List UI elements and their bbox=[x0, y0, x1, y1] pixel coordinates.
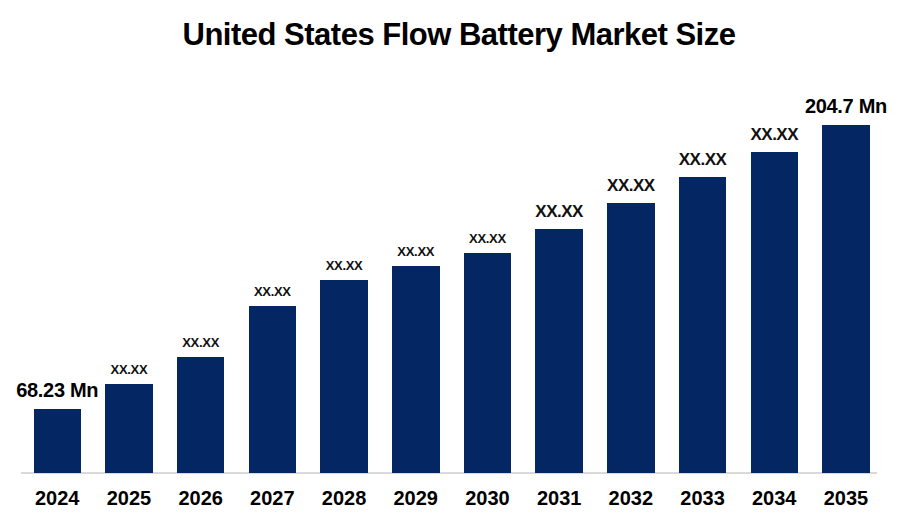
bar-value-label-2028: XX.XX bbox=[326, 259, 363, 272]
x-tick-label-2029: 2029 bbox=[394, 487, 439, 510]
x-tick-label-2032: 2032 bbox=[609, 487, 654, 510]
bar-value-label-2029: XX.XX bbox=[397, 245, 434, 258]
bar-value-label-2030: XX.XX bbox=[469, 232, 506, 245]
bar-2025 bbox=[105, 384, 153, 473]
bar-value-label-2032: XX.XX bbox=[607, 177, 655, 194]
bar-value-label-2035: 204.7 Mn bbox=[805, 96, 887, 116]
x-tick-label-2027: 2027 bbox=[250, 487, 295, 510]
x-tick-label-2035: 2035 bbox=[824, 487, 869, 510]
x-tick-label-2031: 2031 bbox=[537, 487, 582, 510]
bar-2028 bbox=[320, 280, 368, 473]
bar-value-label-2026: XX.XX bbox=[182, 336, 219, 349]
bar-2033 bbox=[679, 177, 727, 473]
bar-2024 bbox=[34, 409, 82, 473]
bar-2035 bbox=[822, 125, 870, 473]
flow-battery-market-chart: United States Flow Battery Market Size 6… bbox=[0, 0, 900, 525]
bar-value-label-2031: XX.XX bbox=[535, 203, 583, 220]
x-tick-label-2024: 2024 bbox=[35, 487, 80, 510]
x-tick-label-2033: 2033 bbox=[680, 487, 725, 510]
x-tick-label-2025: 2025 bbox=[107, 487, 152, 510]
bar-2026 bbox=[177, 357, 225, 473]
bar-value-label-2034: XX.XX bbox=[750, 126, 798, 143]
bar-2029 bbox=[392, 266, 440, 473]
bar-value-label-2033: XX.XX bbox=[679, 151, 727, 168]
plot-area: 68.23 Mn 2024 XX.XX 2025 XX.XX 2026 XX.XX 2027 X… bbox=[0, 0, 900, 525]
bar-2031 bbox=[535, 229, 583, 473]
bar-2030 bbox=[464, 253, 512, 473]
x-tick-label-2030: 2030 bbox=[465, 487, 510, 510]
x-tick-label-2028: 2028 bbox=[322, 487, 367, 510]
x-tick-label-2034: 2034 bbox=[752, 487, 797, 510]
bar-2027 bbox=[249, 306, 297, 473]
bar-value-label-2027: XX.XX bbox=[254, 285, 291, 298]
bar-value-label-2024: 68.23 Mn bbox=[16, 380, 98, 400]
bar-2032 bbox=[607, 203, 655, 473]
bar-2034 bbox=[751, 152, 799, 473]
bar-value-label-2025: XX.XX bbox=[111, 363, 148, 376]
x-tick-label-2026: 2026 bbox=[178, 487, 223, 510]
